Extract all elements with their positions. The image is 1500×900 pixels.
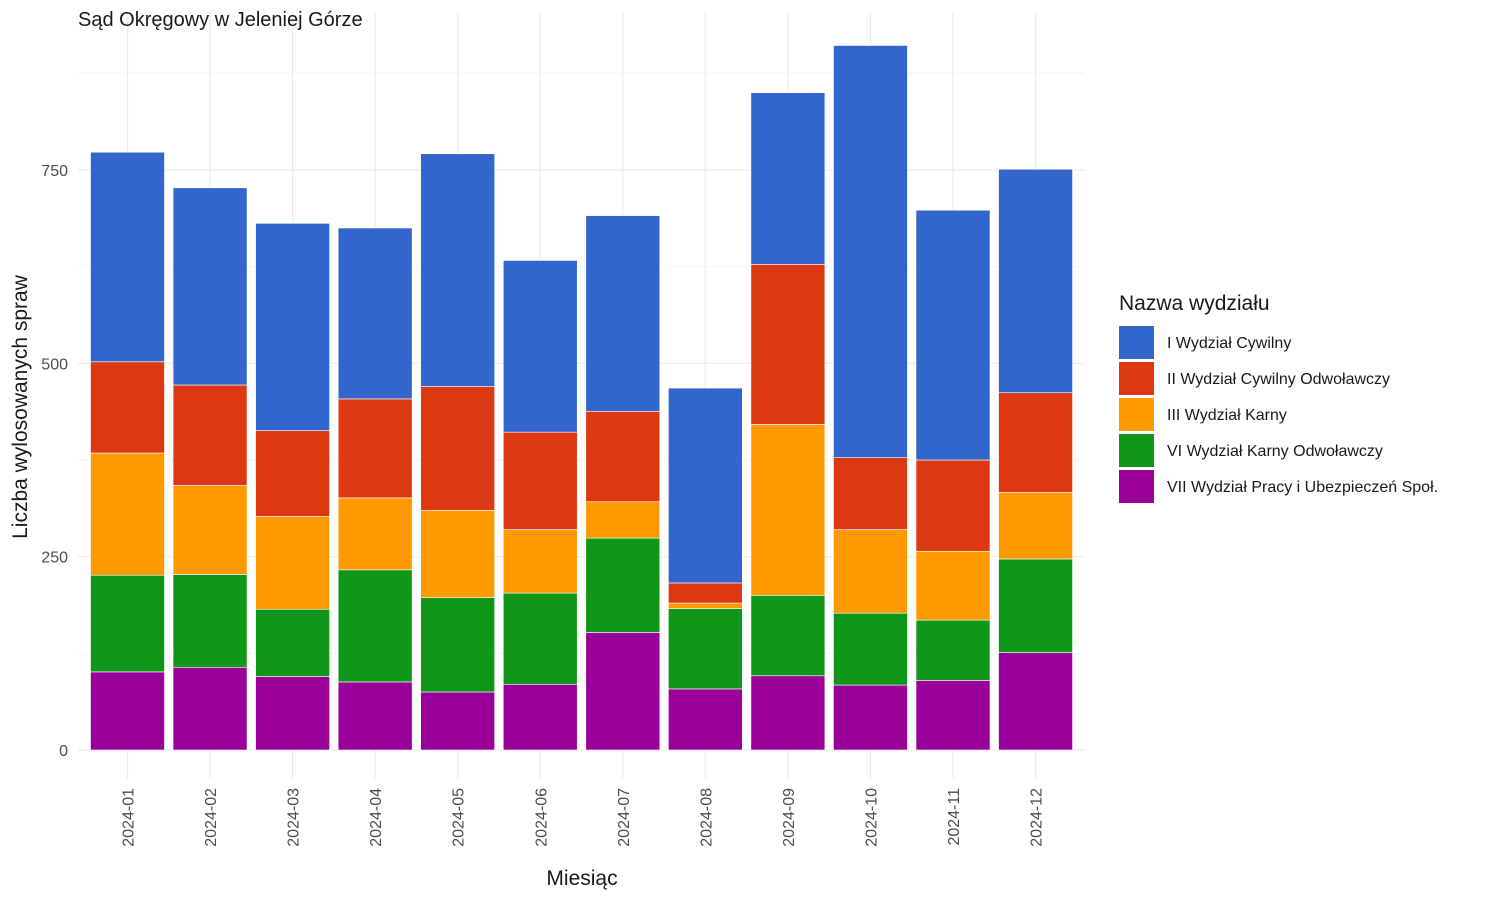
legend-label: I Wydział Cywilny [1167, 335, 1291, 352]
x-tick-label: 2024-07 [616, 788, 633, 847]
x-tick-label: 2024-04 [368, 788, 385, 847]
bar-segment [668, 582, 743, 604]
bar-segment [915, 209, 991, 461]
bar-segment [90, 671, 165, 751]
bar-segment [915, 680, 991, 751]
bar-segment [337, 398, 413, 499]
y-tick-label: 500 [41, 356, 68, 373]
legend-label: VII Wydział Pracy i Ubezpieczeń Społ. [1167, 479, 1438, 496]
x-tick-label: 2024-02 [203, 788, 220, 847]
legend-title: Nazwa wydziału [1119, 292, 1270, 315]
bar-segment [998, 652, 1073, 751]
bar-segment [668, 602, 743, 609]
bar-segment [833, 529, 908, 614]
bar-segment [998, 558, 1073, 653]
legend-label: VI Wydział Karny Odwoławczy [1167, 443, 1383, 460]
bar-segment [502, 529, 578, 594]
bar-segment [172, 187, 248, 386]
bar-segment [585, 215, 661, 412]
bar-segment [833, 612, 908, 686]
legend-items: I Wydział Cywilny II Wydział Cywilny Odwo… [1119, 326, 1438, 503]
bar-segment [90, 574, 165, 673]
bar-segment [585, 632, 661, 751]
bar-segment [750, 675, 826, 751]
bar-segment [750, 92, 826, 265]
bar-segment [750, 595, 826, 677]
bar-segment [172, 574, 248, 668]
bar-segment [502, 592, 578, 685]
bar-segment [585, 410, 661, 503]
bar-segment [337, 227, 413, 400]
bar-segment [915, 459, 991, 552]
y-tick-label: 250 [41, 550, 68, 567]
y-tick-label: 0 [59, 743, 68, 760]
legend-swatch [1119, 434, 1154, 467]
legend-swatch [1119, 362, 1154, 395]
bar-segment [998, 492, 1073, 560]
bar-segment [585, 501, 661, 539]
legend-label: II Wydział Cywilny Odwoławczy [1167, 371, 1390, 388]
bar-segment [420, 386, 496, 511]
bar-segment [668, 387, 743, 584]
legend: Nazwa wydziału I Wydział Cywilny II Wydzi… [1119, 292, 1438, 503]
x-axis-title: Miesiąc [546, 867, 617, 890]
legend-swatch [1119, 326, 1154, 359]
bar-segment [90, 361, 165, 454]
bar-segment [255, 223, 330, 431]
x-tick-label: 2024-12 [1029, 788, 1046, 847]
bar-segment [420, 597, 496, 693]
bar-segment [668, 688, 743, 751]
bar-segment [172, 485, 248, 575]
bar-segment [255, 516, 330, 610]
bar-segment [420, 509, 496, 598]
legend-swatch [1119, 398, 1154, 431]
bar-segment [420, 691, 496, 751]
bar-segment [337, 681, 413, 751]
x-tick-label: 2024-11 [946, 788, 963, 846]
y-axis-ticks: 0 250 500 750 [41, 163, 68, 760]
bars [90, 45, 1073, 751]
bar-segment [998, 168, 1073, 394]
bar-segment [998, 392, 1073, 493]
x-tick-label: 2024-10 [863, 788, 880, 847]
bar-segment [90, 151, 165, 363]
bar-segment [255, 608, 330, 677]
x-tick-label: 2024-09 [781, 788, 798, 847]
bar-segment [255, 430, 330, 517]
x-axis-ticks: 2024-01 2024-02 2024-03 2024-04 2024-05 2024-… [121, 788, 1046, 847]
y-tick-label: 750 [41, 163, 68, 180]
bar-segment [833, 684, 908, 751]
y-axis-title: Liczba wylosowanych spraw [9, 274, 32, 539]
bar-segment [750, 424, 826, 596]
bar-segment [90, 452, 165, 576]
bar-segment [172, 384, 248, 486]
x-tick-label: 2024-03 [286, 788, 303, 847]
bar-segment [833, 45, 908, 458]
bar-segment [420, 153, 496, 387]
bar-segment [750, 264, 826, 425]
x-tick-label: 2024-05 [451, 788, 468, 847]
legend-label: III Wydział Karny [1167, 407, 1287, 424]
x-tick-label: 2024-06 [533, 788, 550, 847]
chart-title: Sąd Okręgowy w Jeleniej Górze [78, 9, 363, 31]
bar-segment [915, 619, 991, 681]
x-tick-label: 2024-01 [121, 788, 138, 847]
bar-segment [337, 497, 413, 571]
legend-swatch [1119, 470, 1154, 503]
bar-segment [668, 608, 743, 690]
bar-segment [255, 676, 330, 751]
bar-segment [502, 260, 578, 433]
bar-segment [585, 537, 661, 633]
bar-segment [172, 666, 248, 751]
bar-segment [337, 569, 413, 683]
bar-segment [833, 457, 908, 530]
bar-segment [915, 550, 991, 621]
x-tick-label: 2024-08 [698, 788, 715, 847]
bar-segment [502, 683, 578, 751]
bar-segment [502, 431, 578, 530]
